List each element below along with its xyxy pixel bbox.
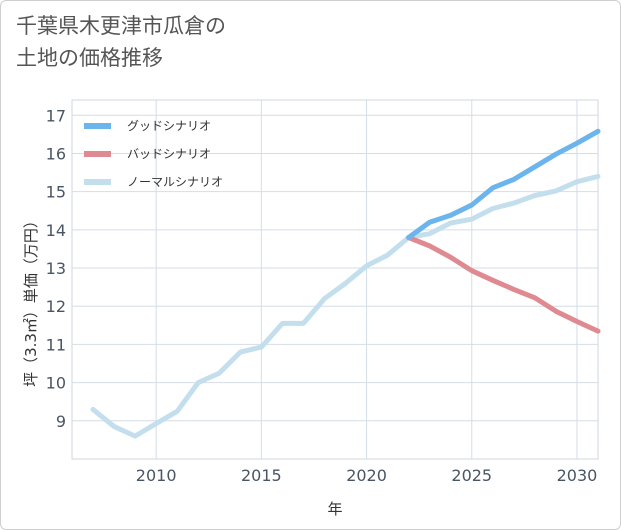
series-layer: [90, 128, 601, 439]
y-tick-label: 16: [46, 144, 66, 163]
series-line-1: [406, 235, 601, 334]
y-tick-label: 15: [46, 183, 66, 202]
y-tick-label: 17: [46, 106, 66, 125]
x-tick-label: 2025: [451, 466, 492, 485]
x-tick-label: 2010: [136, 466, 177, 485]
grid: [72, 100, 598, 459]
series-line-2: [90, 173, 601, 439]
series-line-0: [406, 128, 601, 240]
title-line-1: 千葉県木更津市瓜倉の: [16, 14, 226, 38]
y-tick-label: 14: [46, 221, 66, 240]
y-tick-label: 13: [46, 259, 66, 278]
x-axis-title: 年: [327, 500, 342, 518]
plot-area: [71, 99, 599, 460]
y-tick-label: 9: [56, 412, 66, 431]
legend-label: バッドシナリオ: [127, 147, 211, 161]
y-tick-label: 12: [46, 297, 66, 316]
y-tick-label: 10: [46, 374, 66, 393]
chart-title: 千葉県木更津市瓜倉の 土地の価格推移: [16, 10, 226, 74]
legend-label: ノーマルシナリオ: [127, 175, 223, 189]
legend-label: グッドシナリオ: [127, 119, 211, 133]
y-axis-title: 坪（3.3㎡）単価（万円）: [22, 213, 40, 387]
x-tick-label: 2020: [346, 466, 387, 485]
x-tick-label: 2015: [241, 466, 282, 485]
y-tick-label: 11: [46, 335, 66, 354]
x-tick-label: 2030: [557, 466, 598, 485]
tick-labels: 9 10 11 12 13 14 15 16 17 2010 2015 2020 2025 2030: [46, 106, 598, 485]
title-line-2: 土地の価格推移: [16, 46, 163, 70]
